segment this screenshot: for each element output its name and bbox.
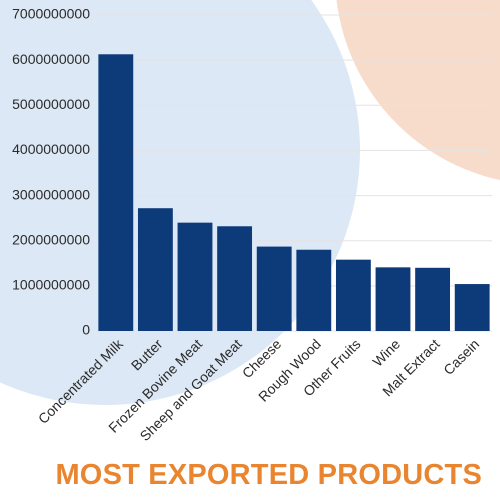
x-tick-label: Casein	[440, 336, 482, 378]
bar	[296, 249, 332, 331]
bar	[454, 284, 490, 331]
bar	[375, 267, 411, 331]
y-tick-label: 7000000000	[12, 6, 90, 22]
y-axis-tick-labels: 0 1000000000 2000000000 3000000000 400000000…	[12, 6, 90, 338]
y-tick-label: 5000000000	[12, 96, 90, 112]
y-tick-label: 0	[82, 322, 90, 338]
x-tick-label: Wine	[369, 336, 403, 370]
y-tick-label: 4000000000	[12, 141, 90, 157]
y-tick-label: 6000000000	[12, 51, 90, 67]
bar	[256, 246, 292, 331]
background-circle-peach	[336, 0, 500, 181]
y-tick-label: 2000000000	[12, 231, 90, 247]
y-tick-label: 1000000000	[12, 277, 90, 293]
bar	[177, 222, 213, 331]
bar	[415, 267, 451, 331]
bar	[335, 259, 371, 331]
y-tick-label: 3000000000	[12, 186, 90, 202]
bars	[98, 54, 490, 331]
bar	[98, 54, 134, 331]
bar	[217, 226, 253, 331]
bar	[137, 208, 173, 331]
chart-title: MOST EXPORTED PRODUCTS	[55, 459, 482, 491]
